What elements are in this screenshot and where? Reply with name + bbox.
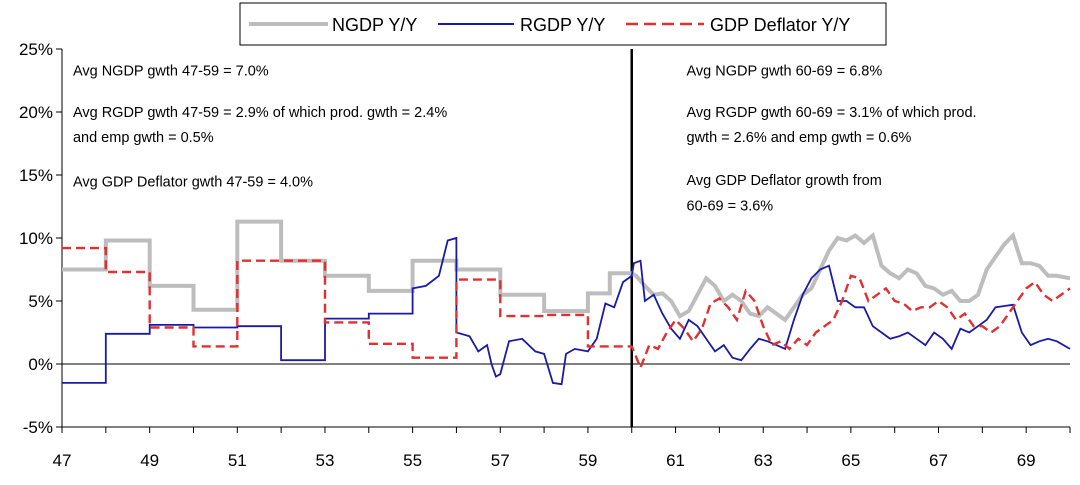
x-tick-label: 61 [666, 451, 685, 470]
series-line-ngdp [62, 219, 1071, 323]
plot-area [61, 49, 1070, 428]
x-tick-label: 59 [578, 451, 597, 470]
annotation-text: Avg NGDP gwth 47-59 = 7.0% [73, 63, 269, 79]
series-line-rgdp [62, 236, 1071, 386]
legend-label-deflator: GDP Deflator Y/Y [710, 15, 850, 35]
annotation-text: Avg GDP Deflator gwth 47-59 = 4.0% [73, 174, 313, 190]
x-tick-label: 49 [140, 451, 159, 470]
x-tick-label: 55 [403, 451, 422, 470]
annotations: Avg NGDP gwth 47-59 = 7.0% Avg RGDP gwth … [73, 63, 977, 214]
series-line-deflator [62, 246, 1071, 372]
annotation-text: Avg RGDP gwth 60-69 = 3.1% of which prod… [687, 105, 977, 121]
annotation-text: 60-69 = 3.6% [687, 198, 774, 214]
x-axis-ticks: 47 49 51 53 55 57 59 61 63 65 67 69 [53, 427, 1071, 470]
y-tick-label: 25% [19, 40, 53, 59]
annotation-text: and emp gwth = 0.5% [73, 130, 214, 146]
legend-label-rgdp: RGDP Y/Y [520, 15, 605, 35]
series-lines [62, 219, 1071, 386]
annotation-text: gwth = 2.6% and emp gwth = 0.6% [687, 130, 912, 146]
annotation-text: Avg RGDP gwth 47-59 = 2.9% of which prod… [73, 105, 447, 121]
x-tick-label: 47 [53, 451, 72, 470]
x-tick-label: 63 [754, 451, 773, 470]
x-tick-label: 69 [1017, 451, 1036, 470]
legend-box [239, 2, 887, 46]
x-tick-label: 67 [929, 451, 948, 470]
annotation-text: Avg GDP Deflator growth from [687, 173, 882, 189]
legend: NGDP Y/Y RGDP Y/Y GDP Deflator Y/Y [239, 2, 887, 46]
y-axis-ticks: 25% 20% 15% 10% 5% 0% -5% [19, 40, 62, 437]
y-tick-label: 0% [28, 355, 53, 374]
annotation-text: Avg NGDP gwth 60-69 = 6.8% [687, 63, 883, 79]
legend-label-ngdp: NGDP Y/Y [332, 15, 417, 35]
y-tick-label: 15% [19, 166, 53, 185]
y-tick-label: 20% [19, 103, 53, 122]
x-tick-label: 53 [315, 451, 334, 470]
y-tick-label: 10% [19, 229, 53, 248]
x-tick-label: 65 [841, 451, 860, 470]
y-tick-label: 5% [28, 292, 53, 311]
x-tick-label: 51 [228, 451, 247, 470]
y-tick-label: -5% [23, 418, 53, 437]
x-tick-label: 57 [491, 451, 510, 470]
